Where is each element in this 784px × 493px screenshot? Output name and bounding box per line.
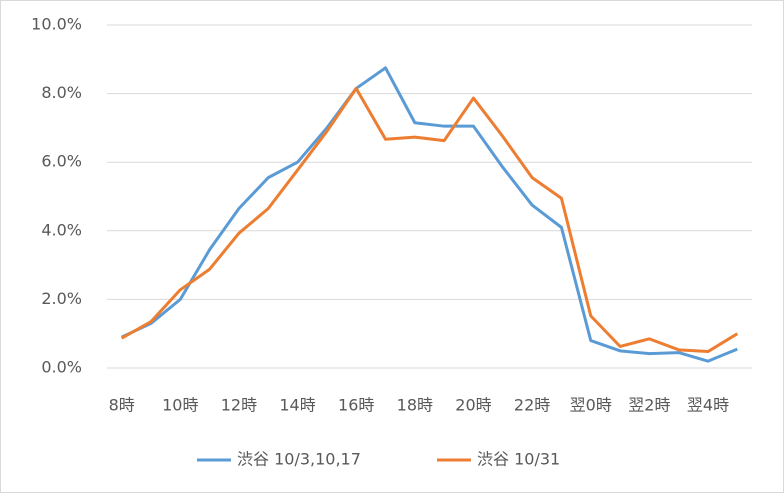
y-tick-label: 0.0% xyxy=(41,358,82,377)
x-tick-label: 16時 xyxy=(338,396,374,415)
x-tick-label: 翌0時 xyxy=(570,396,612,415)
y-tick-label: 2.0% xyxy=(41,289,82,308)
legend-label: 渋谷 10/3,10,17 xyxy=(237,450,361,469)
legend-label: 渋谷 10/31 xyxy=(477,450,560,469)
y-tick-label: 4.0% xyxy=(41,220,82,239)
x-tick-label: 22時 xyxy=(514,396,550,415)
x-tick-label: 翌2時 xyxy=(628,396,670,415)
x-tick-label: 翌4時 xyxy=(687,396,729,415)
line-series xyxy=(121,66,738,363)
x-tick-label: 8時 xyxy=(109,396,135,415)
x-tick-label: 18時 xyxy=(397,396,433,415)
x-tick-label: 20時 xyxy=(455,396,491,415)
y-tick-label: 6.0% xyxy=(41,152,82,171)
x-tick-label: 14時 xyxy=(279,396,315,415)
line-series xyxy=(120,86,739,354)
y-tick-label: 8.0% xyxy=(41,83,82,102)
x-tick-label: 10時 xyxy=(162,396,198,415)
x-tick-label: 12時 xyxy=(221,396,257,415)
y-tick-label: 10.0% xyxy=(31,15,82,34)
